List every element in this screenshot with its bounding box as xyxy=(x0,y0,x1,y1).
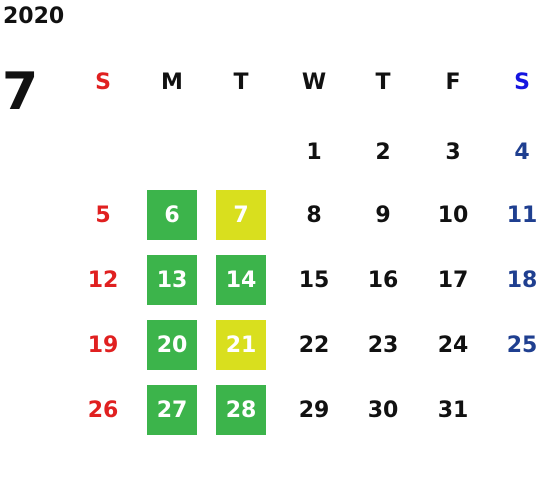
day: 11 xyxy=(506,202,538,228)
day: 22 xyxy=(298,332,330,358)
day-highlighted: 7 xyxy=(216,190,266,240)
day: 1 xyxy=(306,139,322,165)
day-highlighted: 27 xyxy=(147,385,197,435)
weekday: T xyxy=(375,69,391,95)
weekday: F xyxy=(445,69,461,95)
day: 26 xyxy=(87,397,119,423)
day: 18 xyxy=(506,267,538,293)
day: 15 xyxy=(298,267,330,293)
day: 2 xyxy=(375,139,391,165)
day: 4 xyxy=(514,139,530,165)
day: 30 xyxy=(367,397,399,423)
weekday: S xyxy=(95,69,111,95)
day-highlighted: 28 xyxy=(216,385,266,435)
day-highlighted: 14 xyxy=(216,255,266,305)
day: 17 xyxy=(437,267,469,293)
day-highlighted: 13 xyxy=(147,255,197,305)
day: 8 xyxy=(306,202,322,228)
day-highlighted: 20 xyxy=(147,320,197,370)
day: 12 xyxy=(87,267,119,293)
month: 7 xyxy=(2,62,39,122)
weekday: M xyxy=(161,69,183,95)
day: 29 xyxy=(298,397,330,423)
day: 23 xyxy=(367,332,399,358)
day: 25 xyxy=(506,332,538,358)
day: 31 xyxy=(437,397,469,423)
day: 16 xyxy=(367,267,399,293)
day-highlighted: 6 xyxy=(147,190,197,240)
day: 10 xyxy=(437,202,469,228)
day: 3 xyxy=(445,139,461,165)
day: 24 xyxy=(437,332,469,358)
day: 19 xyxy=(87,332,119,358)
weekday: T xyxy=(233,69,249,95)
weekday: S xyxy=(514,69,530,95)
day: 5 xyxy=(95,202,111,228)
day: 9 xyxy=(375,202,391,228)
year: 2020 xyxy=(3,4,65,29)
weekday: W xyxy=(301,69,327,95)
day-highlighted: 21 xyxy=(216,320,266,370)
